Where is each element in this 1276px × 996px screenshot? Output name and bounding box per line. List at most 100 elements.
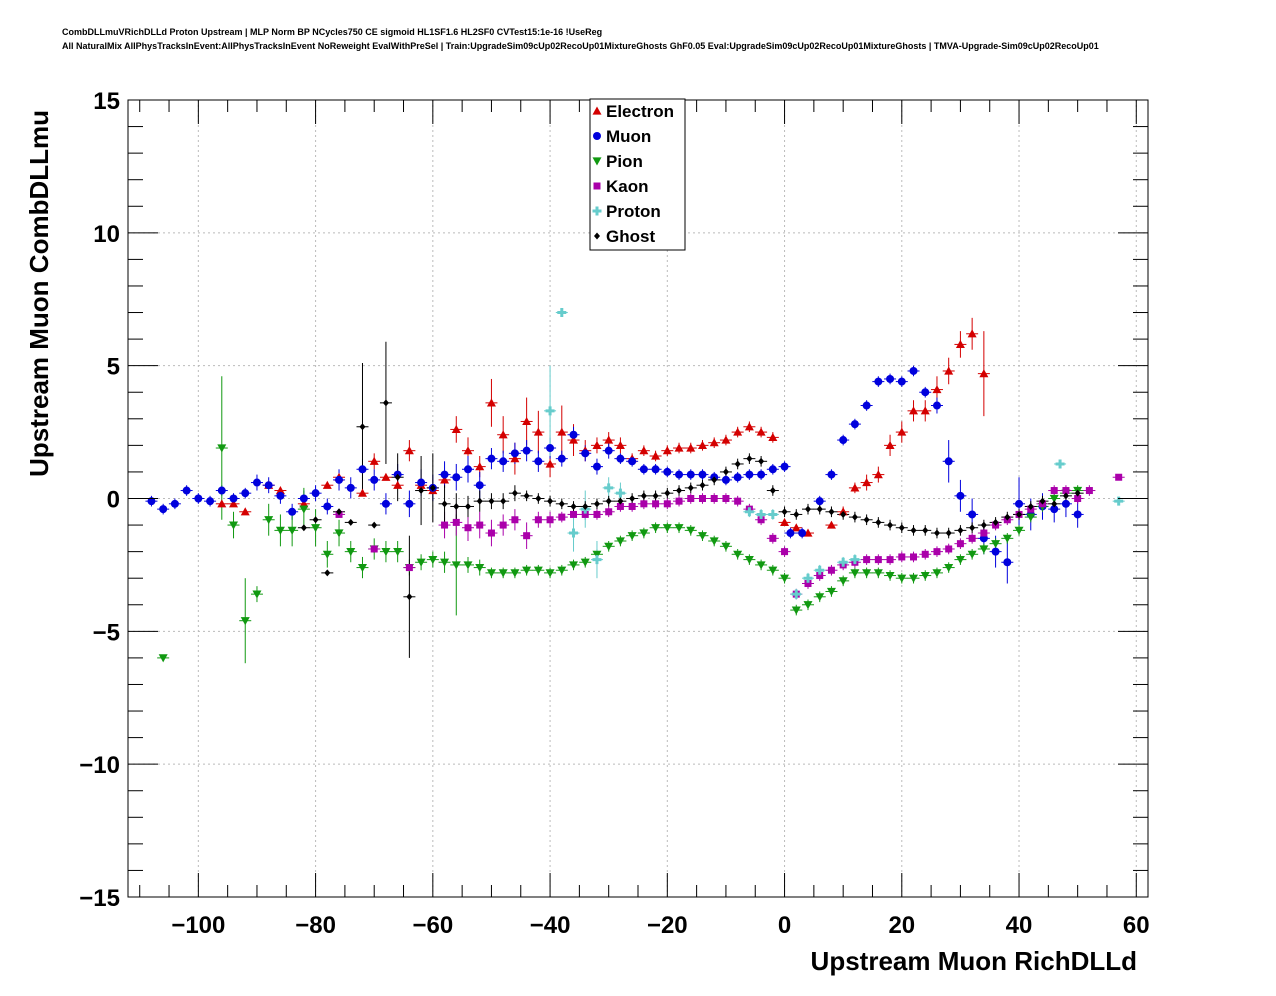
kaon-point <box>405 564 413 572</box>
kaon-point <box>570 510 578 518</box>
ghost-point <box>945 529 952 537</box>
pion-point <box>533 566 543 575</box>
ghost-point <box>957 526 964 534</box>
muon-point <box>288 507 297 516</box>
pion-point <box>498 569 508 578</box>
ghost-point <box>476 497 483 505</box>
muon-point <box>909 366 918 375</box>
pion-point <box>522 566 532 575</box>
electron-point <box>651 451 661 460</box>
legend: Electron Muon Pion Kaon Proton Ghost <box>589 98 686 251</box>
pion-point <box>979 545 989 554</box>
kaon-point <box>476 521 484 529</box>
muon-point <box>417 478 426 487</box>
muon-point <box>886 374 895 383</box>
electron-point <box>522 416 532 426</box>
pion-point <box>791 606 801 615</box>
ghost-point <box>441 500 448 508</box>
muon-point <box>698 470 707 479</box>
y-tick-label: 10 <box>93 221 120 248</box>
muon-point <box>1073 510 1082 519</box>
electron-point <box>756 427 766 436</box>
electron-point <box>697 440 707 449</box>
electron-point <box>510 454 520 463</box>
ghost-point <box>558 500 565 508</box>
pion-point <box>1049 494 1059 503</box>
legend-label-electron: Electron <box>606 102 674 121</box>
muon-point <box>733 473 742 482</box>
muon-point <box>675 470 684 479</box>
ghost-point <box>336 508 343 516</box>
proton-point <box>815 565 825 575</box>
electron-point <box>674 443 684 452</box>
kaon-point <box>499 521 507 529</box>
kaon-point <box>769 534 777 542</box>
proton-point <box>545 406 555 416</box>
muon-point <box>721 475 730 484</box>
pion-point <box>815 593 825 602</box>
muon-point <box>745 470 754 479</box>
ghost-point <box>382 399 389 407</box>
muon-point <box>663 467 672 476</box>
ghost-point <box>863 516 870 524</box>
ghost-point <box>910 526 917 534</box>
x-tick-label: 0 <box>778 912 791 939</box>
muon-point <box>311 489 320 498</box>
electron-point <box>369 456 379 465</box>
pion-point <box>932 569 942 578</box>
electron-point <box>639 446 649 455</box>
ghost-point <box>1039 497 1046 505</box>
proton-point <box>850 555 860 565</box>
tick-labels: −100 −80 −60 −40 −20 0 20 40 60 −15 −10 −5 0 5 10 15 <box>79 88 1149 939</box>
kaon-point <box>523 532 531 540</box>
electron-point <box>780 517 790 527</box>
kaon-point <box>1115 473 1123 481</box>
proton-point <box>1055 459 1065 469</box>
ghost-point <box>1027 502 1034 510</box>
ghost-point <box>605 497 612 505</box>
pion-point <box>592 550 602 559</box>
ghost-point <box>851 513 858 521</box>
pion-point <box>1014 526 1024 535</box>
muon-point <box>1015 499 1024 508</box>
y-tick-label: −15 <box>79 885 120 912</box>
muon-point <box>839 436 848 445</box>
muon-point <box>944 457 953 466</box>
pion-point <box>709 537 719 546</box>
electron-point <box>662 446 672 455</box>
proton-point <box>1114 496 1124 506</box>
x-axis-title: Upstream Muon RichDLLd <box>811 946 1137 976</box>
pion-point <box>721 542 731 551</box>
electron-point <box>569 435 579 444</box>
kaon-point <box>1085 487 1093 495</box>
electron-point <box>240 507 250 516</box>
kaon-point <box>663 500 671 508</box>
pion-point <box>545 569 555 578</box>
chart-header-line-2: All NaturalMix AllPhysTracksInEvent:AllP… <box>62 41 1099 51</box>
muon-point <box>932 401 941 410</box>
ghost-point <box>394 473 401 481</box>
electron-point <box>404 446 414 455</box>
ghost-point <box>1074 489 1081 497</box>
pion-point <box>733 550 743 559</box>
kaon-point <box>558 513 566 521</box>
kaon-point <box>452 518 460 526</box>
data-points <box>147 308 1124 663</box>
electron-point <box>451 424 461 434</box>
y-tick-label: −10 <box>79 752 120 779</box>
electron-point <box>791 523 801 532</box>
pion-point <box>744 556 754 565</box>
pion-point <box>486 569 496 578</box>
pion-point <box>346 548 356 557</box>
electron-point <box>533 427 543 436</box>
kaon-point <box>675 497 683 505</box>
pion-point <box>229 521 239 530</box>
kaon-point <box>1074 495 1082 502</box>
ghost-point <box>699 481 706 489</box>
proton-point <box>592 555 602 565</box>
pion-point <box>967 550 977 559</box>
kaon-point <box>968 534 976 542</box>
electron-point <box>862 478 872 487</box>
ghost-point <box>781 508 788 516</box>
